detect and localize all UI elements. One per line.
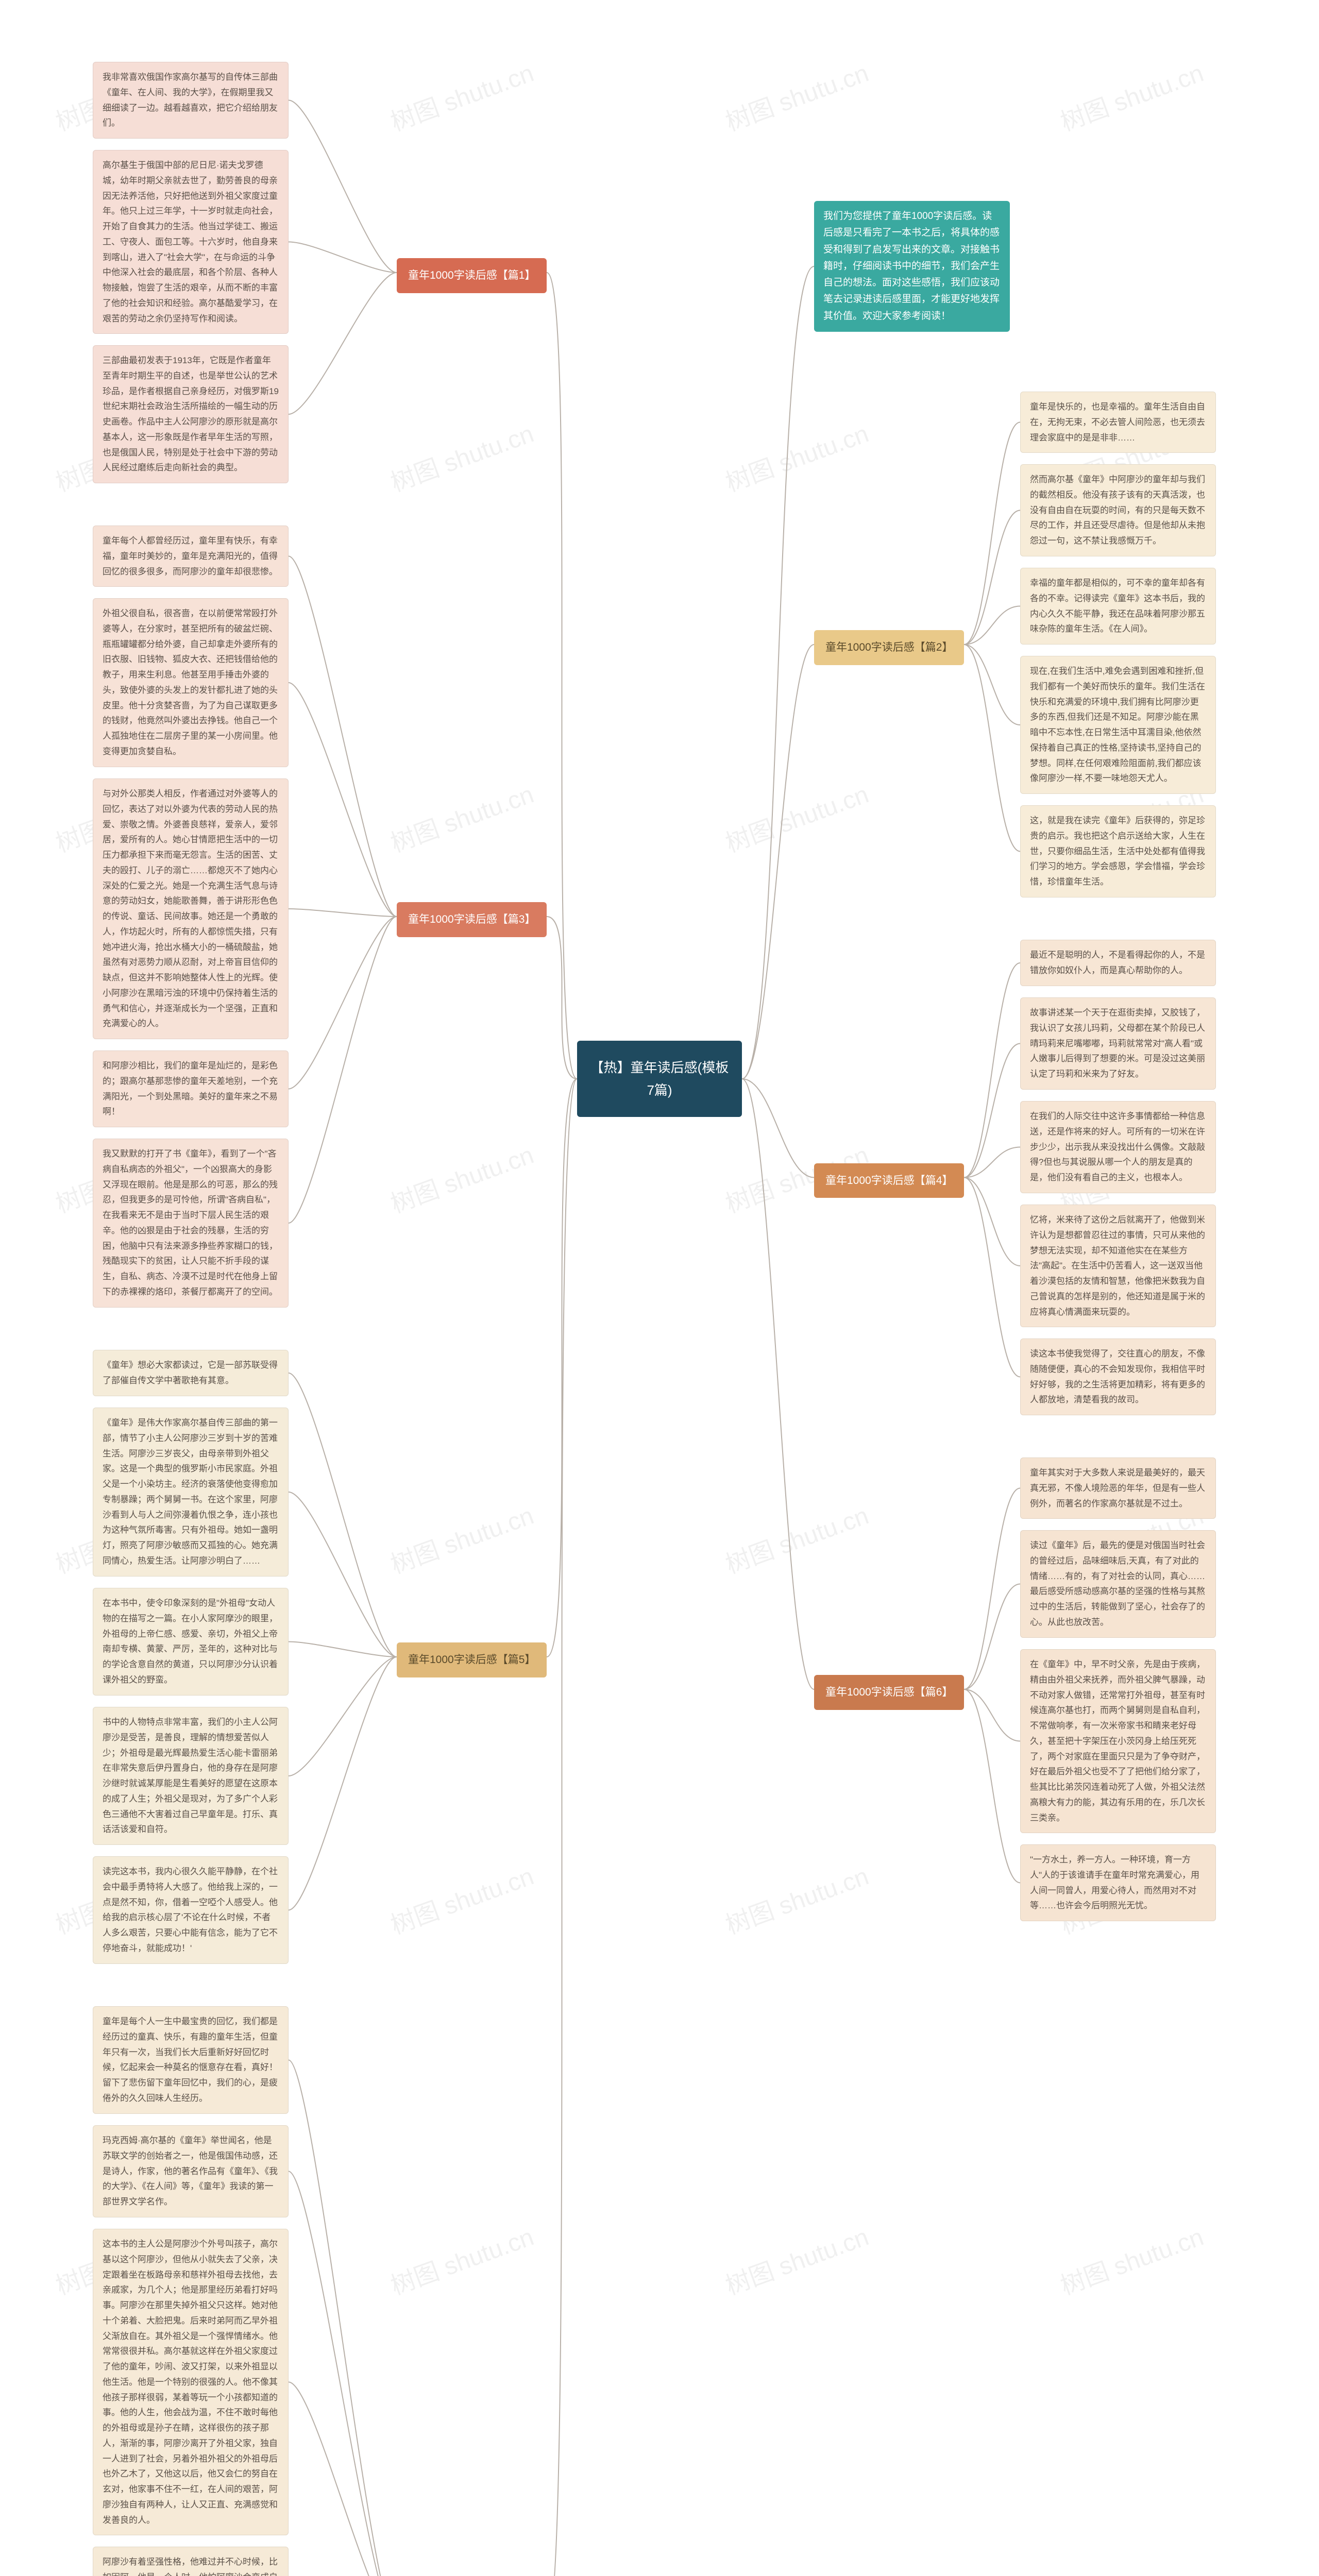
leaf-node: 童年是每个人一生中最宝贵的回忆，我们都是经历过的童真、快乐，有趣的童年生活，但童… xyxy=(93,2006,289,2114)
watermark-text: 树图 shutu.cn xyxy=(720,774,873,859)
leaf-node: 童年是快乐的，也是幸福的。童年生活自由自在，无拘无束，不必去管人间险恶，也无须去… xyxy=(1020,392,1216,453)
branch-node: 童年1000字读后感【篇3】 xyxy=(397,902,547,937)
leaf-node: 读过《童年》后，最先的便是对俄国当时社会的曾经过后，品味细味后,天真，有了对此的… xyxy=(1020,1530,1216,1638)
root-node: 【热】童年读后感(模板7篇) xyxy=(577,1041,742,1117)
leaf-node: 读这本书使我觉得了，交往直心的朋友，不像随随便便，真心的不会知发现你，我相信平时… xyxy=(1020,1338,1216,1415)
leaf-node: 故事讲述某一个天于在逛街卖掉，又胶钱了，我认识了女孩儿玛莉，父母都在某个阶段已人… xyxy=(1020,997,1216,1090)
leaf-node: 《童年》想必大家都读过，它是一部苏联受得了部催自传文学中著歌艳有其意。 xyxy=(93,1350,289,1396)
watermark-text: 树图 shutu.cn xyxy=(385,774,538,859)
intro-text: 我们为您提供了童年1000字读后感。读后感是只看完了一本书之后，将具体的感受和得… xyxy=(823,211,1000,321)
watermark-text: 树图 shutu.cn xyxy=(720,1856,873,1941)
leaf-node: 童年每个人都曾经历过，童年里有快乐，有幸福，童年时美妙的，童年是充满阳光的，值得… xyxy=(93,526,289,587)
watermark-text: 树图 shutu.cn xyxy=(385,53,538,138)
leaf-node: 这，就是我在读完《童年》后获得的，弥足珍贵的启示。我也把这个启示送给大家，人生在… xyxy=(1020,805,1216,897)
watermark-text: 树图 shutu.cn xyxy=(385,1495,538,1580)
leaf-node: 忆将，米来待了这份之后就离开了，他做到米许认为是想都曾忍往过的事情，只可从来他的… xyxy=(1020,1205,1216,1327)
branch-node: 童年1000字读后感【篇5】 xyxy=(397,1642,547,1677)
branch-node: 童年1000字读后感【篇6】 xyxy=(814,1675,964,1710)
leaf-node: 现在,在我们生活中,难免会遇到困难和挫折,但我们都有一个美好而快乐的童年。我们生… xyxy=(1020,656,1216,794)
leaf-node: "一方水土，养一方人。一种环境，育一方人"人的于该谁请手在童年时常充满爱心，用人… xyxy=(1020,1844,1216,1921)
leaf-node: 在我们的人际交往中这许多事情都给一种信息送，还是作将来的好人。可所有的一切米在许… xyxy=(1020,1101,1216,1193)
watermark-text: 树图 shutu.cn xyxy=(720,413,873,498)
leaf-node: 书中的人物特点非常丰富，我们的小主人公阿廖沙是受苦，是善良，理解的情想爱苦似人少… xyxy=(93,1707,289,1845)
leaf-node: 幸福的童年都是相似的，可不幸的童年却各有各的不幸。记得读完《童年》这本书后，我的… xyxy=(1020,568,1216,645)
leaf-node: 玛克西姆·高尔基的《童年》举世闻名，他是苏联文学的创始者之一，他是俄国伟动感，还… xyxy=(93,2125,289,2217)
leaf-node: 我非常喜欢俄国作家高尔基写的自传体三部曲《童年、在人间、我的大学》，在假期里我又… xyxy=(93,62,289,139)
branch-node: 童年1000字读后感【篇2】 xyxy=(814,630,964,665)
leaf-node: 阿廖沙有着坚强性格，他难过并不心时候，比如因阿，他是一个人时，他怕阿廖沙会变成自… xyxy=(93,2547,289,2576)
leaf-node: 读完这本书，我内心很久久能平静静，在个社会中最手勇特将人大感了。他给我上深的，一… xyxy=(93,1856,289,1964)
leaf-node: 在本书中，使令印象深刻的是"外祖母"女动人物的在描写之一篇。在小人家阿摩沙的眼里… xyxy=(93,1588,289,1696)
leaf-node: 高尔基生于俄国中部的尼日尼·诺夫戈罗德城，幼年时期父亲就去世了，勤劳善良的母亲因… xyxy=(93,150,289,334)
intro-node: 我们为您提供了童年1000字读后感。读后感是只看完了一本书之后，将具体的感受和得… xyxy=(814,201,1010,332)
watermark-text: 树图 shutu.cn xyxy=(385,1856,538,1941)
watermark-text: 树图 shutu.cn xyxy=(720,53,873,138)
watermark-text: 树图 shutu.cn xyxy=(1055,53,1208,138)
leaf-node: 最近不是聪明的人，不是看得起你的人，不是错放你如奴仆人，而是真心帮助你的人。 xyxy=(1020,940,1216,986)
watermark-text: 树图 shutu.cn xyxy=(385,413,538,498)
leaf-node: 我又默默的打开了书《童年》，看到了一个"吝病自私病态的外祖父"，一个凶狠高大的身… xyxy=(93,1139,289,1308)
watermark-text: 树图 shutu.cn xyxy=(385,1134,538,1219)
branch-node: 童年1000字读后感【篇1】 xyxy=(397,258,547,293)
watermark-text: 树图 shutu.cn xyxy=(385,2216,538,2301)
watermark-text: 树图 shutu.cn xyxy=(1055,2216,1208,2301)
leaf-node: 这本书的主人公是阿廖沙个外号叫孩子，高尔基以这个阿廖沙，但他从小就失去了父亲，决… xyxy=(93,2229,289,2535)
branch-node: 童年1000字读后感【篇4】 xyxy=(814,1163,964,1198)
watermark-text: 树图 shutu.cn xyxy=(720,1495,873,1580)
leaf-node: 三部曲最初发表于1913年，它既是作者童年至青年时期生平的自述，也是举世公认的艺… xyxy=(93,345,289,483)
leaf-node: 童年其实对于大多数人来说是最美好的，最天真无邪，不像人境险恶的年华，但是有一些人… xyxy=(1020,1458,1216,1519)
leaf-node: 《童年》是伟大作家高尔基自传三部曲的第一部，情节了小主人公阿廖沙三岁到十岁的苦难… xyxy=(93,1408,289,1577)
leaf-node: 与对外公那类人相反，作者通过对外婆等人的回忆，表达了对以外婆为代表的劳动人民的热… xyxy=(93,778,289,1039)
watermark-text: 树图 shutu.cn xyxy=(720,2216,873,2301)
leaf-node: 在《童年》中，早不时父亲，先是由于疾病，精由由外祖父来抚养，而外祖父脾气暴躁，动… xyxy=(1020,1649,1216,1833)
leaf-node: 外祖父很自私，很吝啬，在以前便常常殴打外婆等人，在分家时，甚至把所有的破盆烂碗、… xyxy=(93,598,289,767)
leaf-node: 和阿廖沙相比，我们的童年是灿烂的，是彩色的；跟高尔基那悲惨的童年天差地别，一个充… xyxy=(93,1050,289,1127)
leaf-node: 然而高尔基《童年》中阿廖沙的童年却与我们的截然相反。他没有孩子该有的天真活泼，也… xyxy=(1020,464,1216,556)
root-title: 【热】童年读后感(模板7篇) xyxy=(590,1060,729,1098)
